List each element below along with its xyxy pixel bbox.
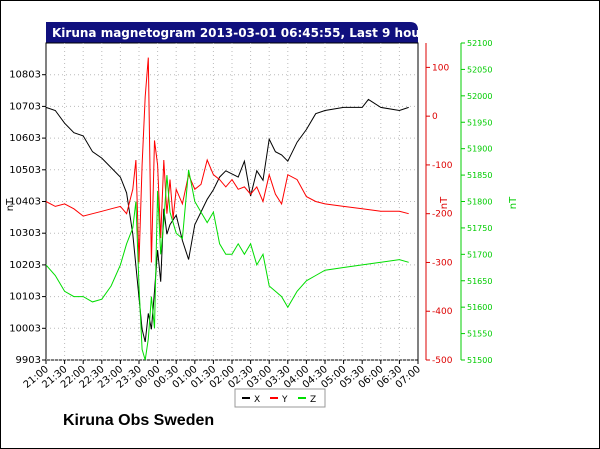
y-axis: -500 -400 -300 -200 -100 0 100 (425, 43, 453, 366)
series-y-line (45, 57, 409, 263)
z-axis-tick-label: 51950 (467, 118, 492, 127)
title-bar (46, 22, 418, 43)
z-axis-tick-label: 52100 (467, 39, 492, 48)
z-axis-tick-label: 51550 (467, 330, 492, 339)
z-axis-tick-label: 51900 (467, 145, 492, 154)
left-axis: 9903 10003 10103 10203 10303 10403 10503 10603 1… (9, 70, 46, 366)
y-axis-label: nT (439, 196, 450, 209)
y-axis-tick-label: 100 (432, 63, 449, 73)
y-axis-tick-label: 0 (432, 112, 438, 122)
z-axis: 51500 51550 51600 51650 51700 51750 51800 51850… (460, 39, 492, 365)
left-axis-tick-label: 10603 (9, 133, 41, 144)
left-axis-label: nT (5, 198, 16, 211)
y-axis-tick-label: -300 (432, 258, 453, 268)
legend: X Y Z (234, 388, 326, 408)
y-axis-tick-label: -200 (432, 210, 453, 220)
z-axis-tick-label: 52050 (467, 65, 492, 74)
z-axis-tick-label: 51700 (467, 250, 492, 259)
y-axis-tick-label: -500 (432, 356, 453, 366)
z-axis-tick-label: 51850 (467, 171, 492, 180)
z-axis-tick-label: 51800 (467, 198, 492, 207)
left-axis-tick-label: 9903 (16, 355, 41, 366)
grid (46, 43, 418, 361)
series-z-line (45, 169, 409, 361)
z-axis-tick-label: 51600 (467, 303, 492, 312)
left-axis-tick-label: 10403 (9, 197, 41, 208)
z-axis-tick-label: 52000 (467, 92, 492, 101)
left-axis-tick-label: 10803 (9, 70, 41, 81)
z-axis-tick-label: 51500 (467, 356, 492, 365)
z-axis-tick-label: 51650 (467, 277, 492, 286)
caption: Kiruna Obs Sweden (63, 412, 215, 429)
z-axis-label: nT (508, 196, 519, 209)
z-axis-tick-label: 51750 (467, 224, 492, 233)
left-axis-tick-label: 10203 (9, 260, 41, 271)
left-axis-tick-label: 10103 (9, 292, 41, 303)
y-axis-tick-label: -100 (432, 161, 453, 171)
left-axis-tick-label: 10003 (9, 323, 41, 334)
legend-label-z: Z (310, 395, 316, 405)
series-x-line (45, 98, 409, 343)
chart-title: Kiruna magnetogram 2013-03-01 06:45:55, … (52, 26, 469, 40)
legend-label-y: Y (281, 395, 288, 405)
left-axis-tick-label: 10303 (9, 228, 41, 239)
left-axis-tick-label: 10503 (9, 165, 41, 176)
legend-label-x: X (254, 395, 260, 405)
y-axis-tick-label: -400 (432, 307, 453, 317)
x-axis: 21:0021:3022:0022:3023:0023:3000:0000:30… (22, 360, 423, 391)
series-layer (45, 57, 409, 361)
left-axis-tick-label: 10703 (9, 101, 41, 112)
